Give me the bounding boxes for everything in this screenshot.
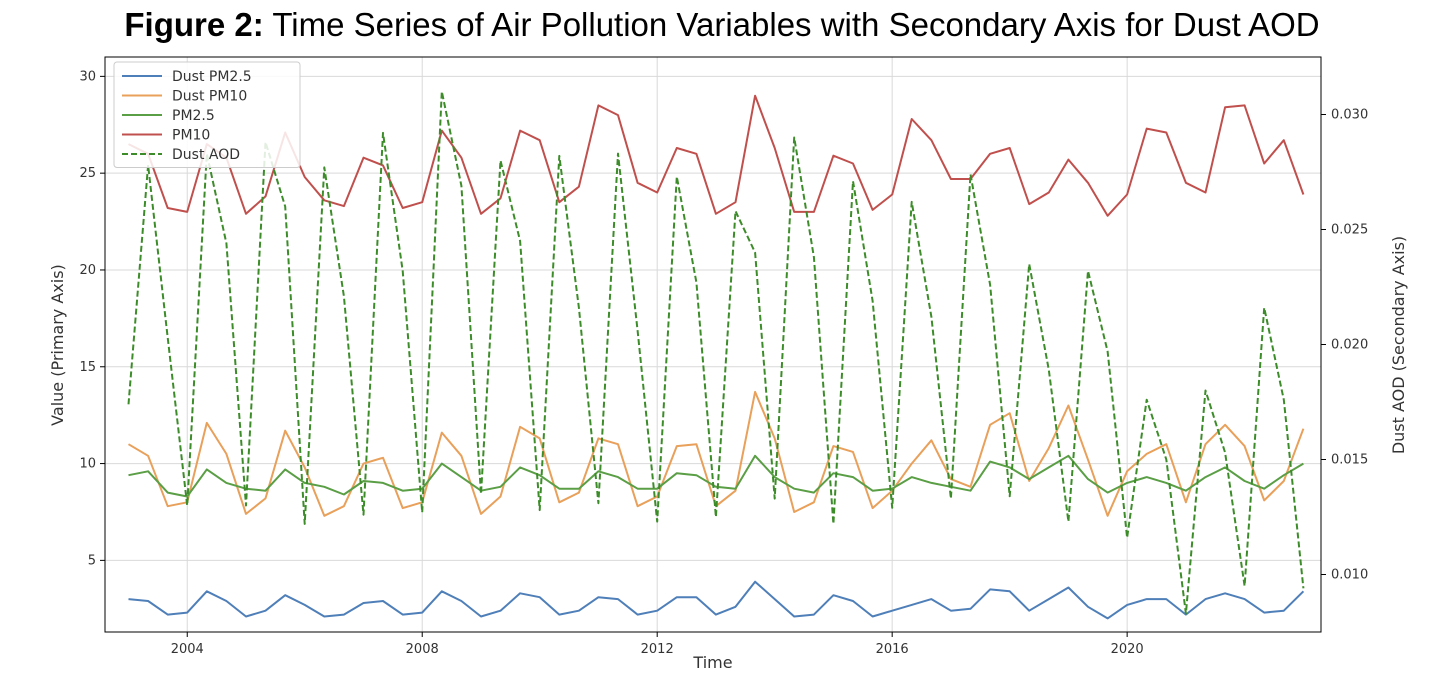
figure-title: Figure 2: Time Series of Air Pollution V… (0, 6, 1444, 44)
series-line-dust-aod (127, 90, 1305, 615)
legend-entry: PM10 (172, 128, 210, 144)
x-tick-label: 2016 (876, 642, 909, 657)
series-line-pm10 (128, 94, 1305, 217)
y-tick-label: 10 (79, 457, 96, 472)
legend: Dust PM2.5 Dust PM10 PM2.5 PM10 Dust AOD (113, 61, 301, 168)
legend-entry: Dust PM2.5 (172, 69, 252, 85)
x-tick-label: 2012 (641, 642, 674, 657)
y2-tick-label: 0.025 (1331, 223, 1368, 238)
y-tick-label: 15 (79, 360, 96, 375)
y2-tick-label: 0.020 (1331, 338, 1368, 353)
tick-layer: 2004 2008 2012 2016 2020 5 10 15 20 25 30 0.010 0.01… (79, 69, 1368, 657)
y2-axis-label: Dust AOD (Secondary Axis) (1389, 236, 1408, 454)
figure-title-text: Time Series of Air Pollution Variables w… (272, 6, 1320, 43)
x-axis-label: Time (692, 653, 732, 672)
y2-tick-label: 0.015 (1331, 453, 1368, 468)
legend-entry: Dust AOD (172, 147, 240, 163)
grid (105, 57, 1321, 632)
x-tick-label: 2004 (171, 642, 204, 657)
y-tick-label: 25 (79, 166, 96, 181)
y-tick-label: 20 (79, 263, 96, 278)
y-tick-label: 5 (88, 553, 96, 568)
legend-entry: Dust PM10 (172, 89, 247, 105)
x-tick-label: 2008 (406, 642, 439, 657)
y2-tick-label: 0.030 (1331, 108, 1368, 123)
x-tick-label: 2020 (1111, 642, 1144, 657)
series-layer (127, 90, 1305, 620)
series-line-dust-pm2-5 (128, 580, 1305, 620)
y2-tick-label: 0.010 (1331, 568, 1368, 583)
series-line-pm2-5 (128, 454, 1304, 498)
legend-box (113, 61, 301, 168)
figure-label: Figure 2: (124, 6, 264, 43)
legend-entry: PM2.5 (172, 108, 215, 124)
y-tick-label: 30 (79, 69, 96, 84)
y-axis-label: Value (Primary Axis) (48, 264, 67, 426)
